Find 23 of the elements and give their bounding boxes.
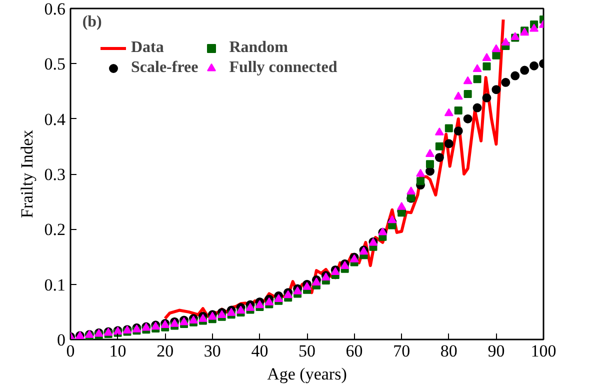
x-tick-label: 20: [156, 342, 174, 360]
x-tick-label: 60: [346, 342, 363, 360]
legend-label: Scale-free: [131, 59, 198, 77]
x-tick-label: 50: [298, 342, 316, 360]
annotation: (b): [82, 13, 102, 30]
x-tick-label: 100: [530, 342, 556, 360]
y-tick-label: 0.3: [44, 165, 66, 184]
x-tick-label: 40: [251, 342, 268, 360]
y-tick-label: 0.1: [44, 275, 66, 294]
y-tick-label: 0.4: [44, 110, 66, 129]
x-tick-label: 80: [440, 342, 458, 360]
y-tick-label: 0.6: [44, 0, 66, 18]
x-tick-label: 90: [488, 342, 505, 360]
y-tick-label: 0.5: [44, 54, 66, 74]
legend-label: Data: [131, 39, 164, 57]
x-tick-label: 30: [204, 342, 221, 360]
legend-label: Fully connected: [229, 59, 338, 77]
y-axis-title: Frailty Index: [17, 129, 36, 218]
x-tick-label: 70: [393, 342, 410, 360]
x-tick-label: 10: [109, 342, 126, 360]
y-tick-label: 0.2: [44, 220, 66, 240]
x-axis-title: Age (years): [267, 364, 347, 384]
legend-label: Random: [229, 39, 288, 57]
